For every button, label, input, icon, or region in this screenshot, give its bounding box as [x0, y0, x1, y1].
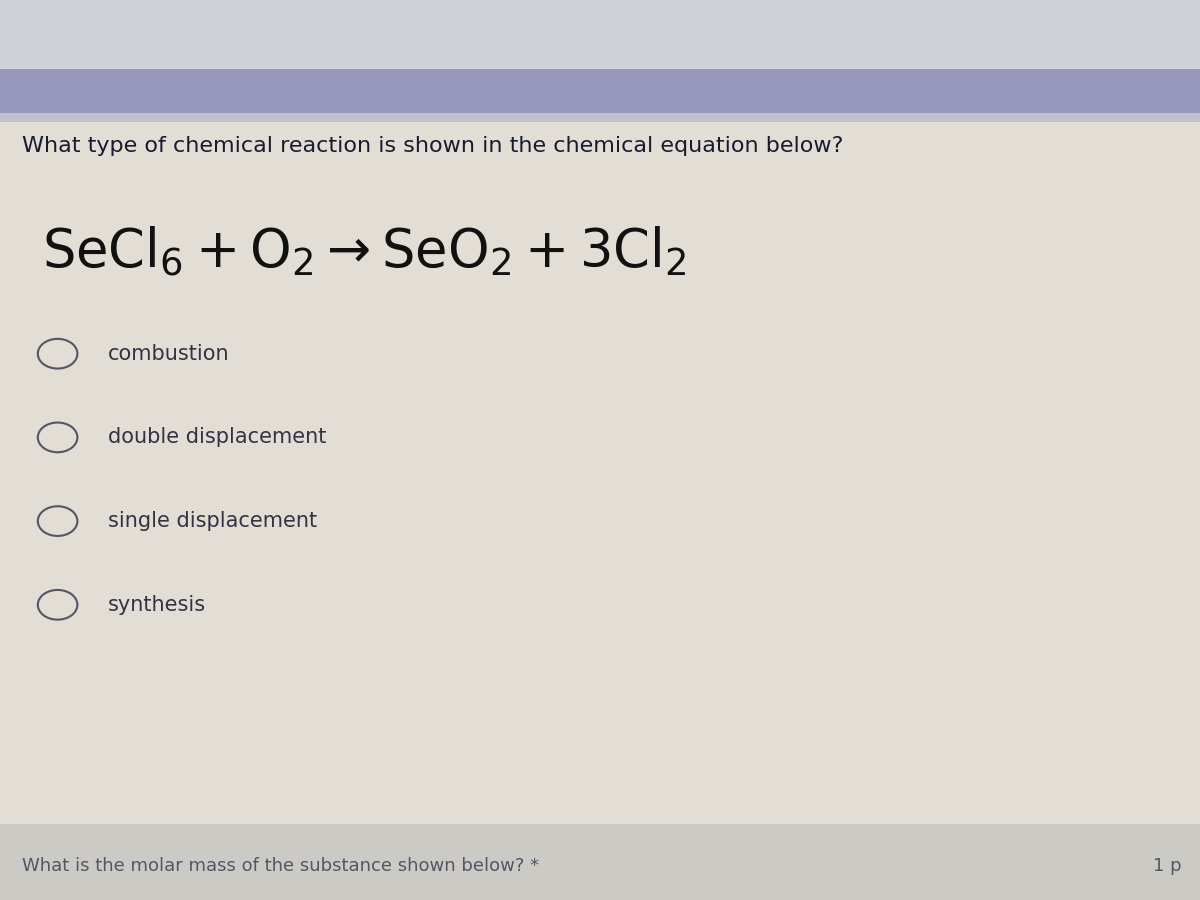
FancyBboxPatch shape	[0, 0, 1200, 69]
FancyBboxPatch shape	[0, 112, 1200, 122]
Text: What is the molar mass of the substance shown below? *: What is the molar mass of the substance …	[22, 857, 539, 875]
Text: double displacement: double displacement	[108, 428, 326, 447]
Text: 1 p: 1 p	[1153, 857, 1182, 875]
FancyBboxPatch shape	[0, 69, 1200, 112]
Text: single displacement: single displacement	[108, 511, 317, 531]
FancyBboxPatch shape	[0, 824, 1200, 900]
Text: combustion: combustion	[108, 344, 229, 364]
Text: synthesis: synthesis	[108, 595, 206, 615]
Text: $\mathregular{SeCl_6 + O_2 \rightarrow SeO_2 + 3Cl_2}$: $\mathregular{SeCl_6 + O_2 \rightarrow S…	[42, 225, 686, 279]
Text: What type of chemical reaction is shown in the chemical equation below?: What type of chemical reaction is shown …	[22, 136, 842, 156]
